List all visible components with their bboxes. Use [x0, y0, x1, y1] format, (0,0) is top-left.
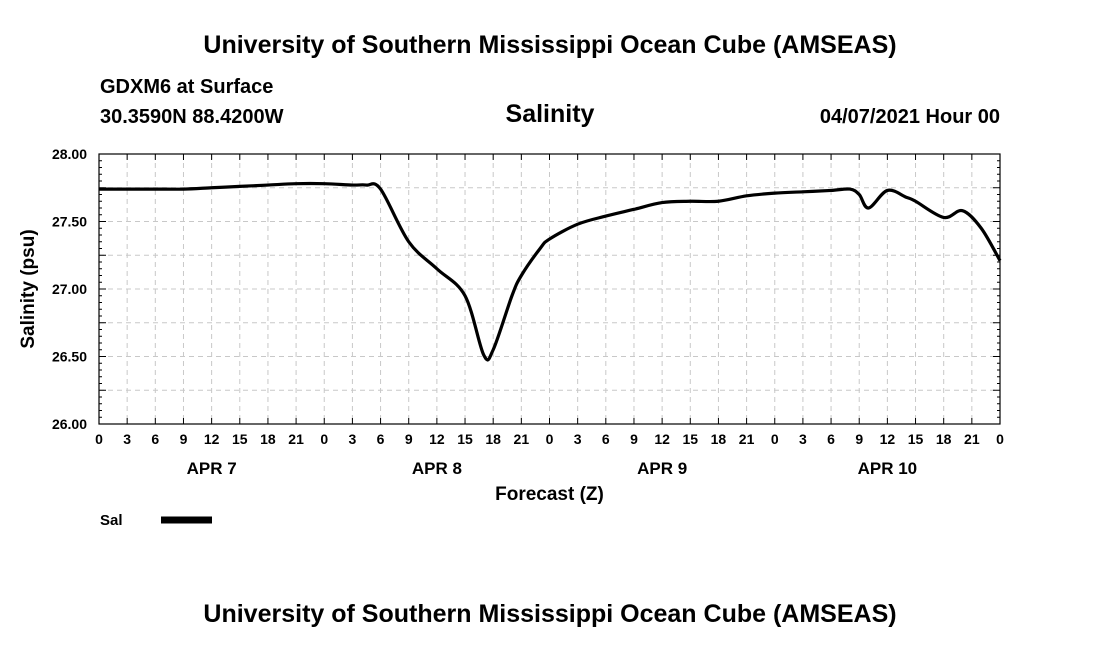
x-tick-label: 12 [654, 431, 670, 447]
x-tick-label: 6 [151, 431, 159, 447]
bottom-title: University of Southern Mississippi Ocean… [203, 600, 897, 628]
x-tick-label: 0 [95, 431, 103, 447]
x-tick-label: 9 [405, 431, 413, 447]
x-tick-label: 15 [232, 431, 248, 447]
x-tick-label: 18 [711, 431, 727, 447]
x-tick-label: 15 [457, 431, 473, 447]
y-tick-label: 26.50 [52, 349, 87, 365]
top-title: University of Southern Mississippi Ocean… [203, 31, 897, 59]
x-tick-label: 3 [123, 431, 131, 447]
chart-title: Salinity [505, 100, 595, 128]
y-tick-label: 27.50 [52, 214, 87, 230]
x-tick-label: 9 [180, 431, 188, 447]
day-label: APR 10 [858, 459, 918, 478]
x-tick-label: 18 [260, 431, 276, 447]
legend-label: Sal [100, 512, 123, 529]
x-tick-label: 21 [964, 431, 980, 447]
x-tick-label: 9 [855, 431, 863, 447]
x-tick-label: 6 [377, 431, 385, 447]
y-tick-label: 28.00 [52, 146, 87, 162]
x-tick-label: 21 [288, 431, 304, 447]
x-tick-label: 0 [996, 431, 1004, 447]
day-label: APR 7 [187, 459, 237, 478]
day-label: APR 8 [412, 459, 462, 478]
coordinates-label: 30.3590N 88.4200W [100, 106, 284, 128]
x-tick-label: 9 [630, 431, 638, 447]
x-tick-label: 3 [799, 431, 807, 447]
y-tick-label: 26.00 [52, 416, 87, 432]
x-tick-label: 12 [204, 431, 220, 447]
x-tick-label: 15 [908, 431, 924, 447]
x-tick-label: 18 [936, 431, 952, 447]
x-tick-label: 15 [682, 431, 698, 447]
x-tick-label: 0 [320, 431, 328, 447]
day-label: APR 9 [637, 459, 687, 478]
x-tick-label: 3 [574, 431, 582, 447]
station-label: GDXM6 at Surface [100, 76, 274, 98]
x-tick-label: 21 [739, 431, 755, 447]
x-tick-label: 18 [485, 431, 501, 447]
x-tick-label: 6 [827, 431, 835, 447]
y-axis-title: Salinity (psu) [18, 229, 39, 348]
x-tick-label: 6 [602, 431, 610, 447]
x-tick-label: 12 [880, 431, 896, 447]
x-axis-title: Forecast (Z) [495, 484, 604, 505]
x-tick-label: 3 [349, 431, 357, 447]
series-line-sal [98, 181, 1002, 362]
x-tick-label: 0 [546, 431, 554, 447]
datetime-label: 04/07/2021 Hour 00 [819, 106, 1000, 128]
y-tick-label: 27.00 [52, 281, 87, 297]
x-tick-label: 0 [771, 431, 779, 447]
x-tick-label: 12 [429, 431, 445, 447]
x-tick-label: 21 [514, 431, 530, 447]
